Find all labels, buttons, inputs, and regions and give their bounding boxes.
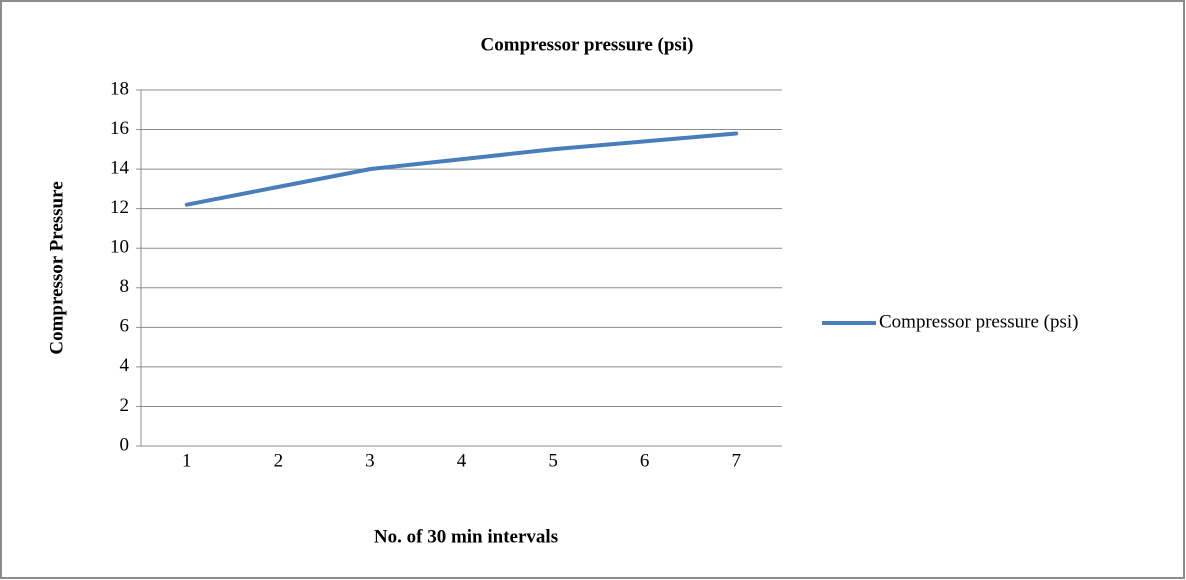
y-tick-label: 10 [110, 237, 129, 258]
x-axis-label: No. of 30 min intervals [374, 526, 558, 547]
y-tick-label: 2 [120, 395, 130, 416]
x-tick-label: 5 [548, 450, 558, 471]
y-tick-label: 16 [110, 118, 129, 139]
legend-label: Compressor pressure (psi) [879, 311, 1078, 332]
y-tick-label: 18 [110, 78, 129, 99]
x-tick-label: 4 [457, 450, 467, 471]
x-tick-label: 6 [640, 450, 650, 471]
y-axis-label: Compressor Pressure [46, 181, 67, 354]
series-line [184, 131, 739, 207]
y-tick-label: 8 [120, 276, 130, 297]
y-tick-label: 4 [120, 355, 130, 376]
y-tick-label: 0 [120, 434, 130, 455]
x-tick-label: 1 [182, 450, 192, 471]
x-tick-label: 2 [274, 450, 284, 471]
y-tick-label: 14 [110, 157, 130, 178]
x-tick-label: 7 [731, 450, 741, 471]
y-tick-label: 6 [120, 316, 130, 337]
y-tick-label: 12 [110, 197, 129, 218]
x-tick-label: 3 [365, 450, 375, 471]
chart-title: Compressor pressure (psi) [481, 34, 694, 55]
